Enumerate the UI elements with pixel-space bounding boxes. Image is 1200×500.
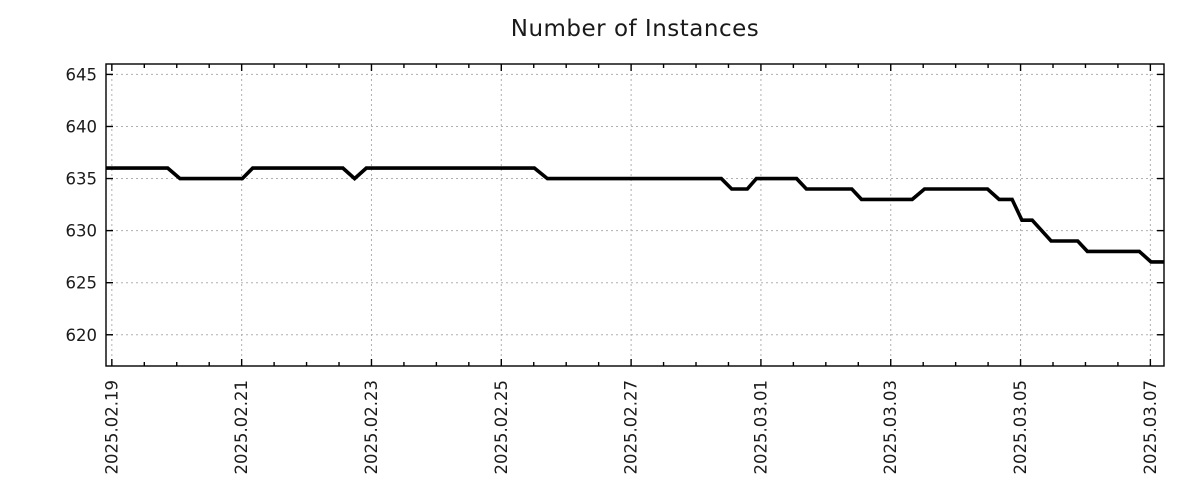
y-tick-label: 625 — [66, 274, 98, 293]
y-tick-label: 645 — [66, 65, 98, 84]
x-tick-label: 2025.02.27 — [622, 380, 641, 474]
x-tick-label: 2025.02.23 — [362, 380, 381, 474]
y-tick-label: 630 — [66, 222, 98, 241]
x-tick-label: 2025.03.01 — [751, 380, 770, 474]
axis-ticks — [106, 64, 1164, 366]
y-tick-label: 620 — [66, 326, 98, 345]
gridlines — [106, 64, 1164, 366]
axis-labels: 620 625 630 635 640 645 2025.02.19 2025.02.21 20… — [66, 65, 1160, 474]
x-tick-label: 2025.03.05 — [1011, 380, 1030, 474]
plot-border — [105, 63, 1165, 367]
x-tick-label: 2025.02.19 — [102, 380, 121, 474]
y-tick-label: 640 — [66, 117, 98, 136]
x-tick-label: 2025.03.07 — [1141, 380, 1160, 474]
x-tick-label: 2025.02.25 — [492, 380, 511, 474]
y-tick-label: 635 — [66, 170, 98, 189]
x-tick-label: 2025.02.21 — [232, 380, 251, 474]
x-tick-label: 2025.03.03 — [881, 380, 900, 474]
series-line-instances — [106, 166, 1164, 264]
chart-title: Number of Instances — [510, 16, 760, 42]
